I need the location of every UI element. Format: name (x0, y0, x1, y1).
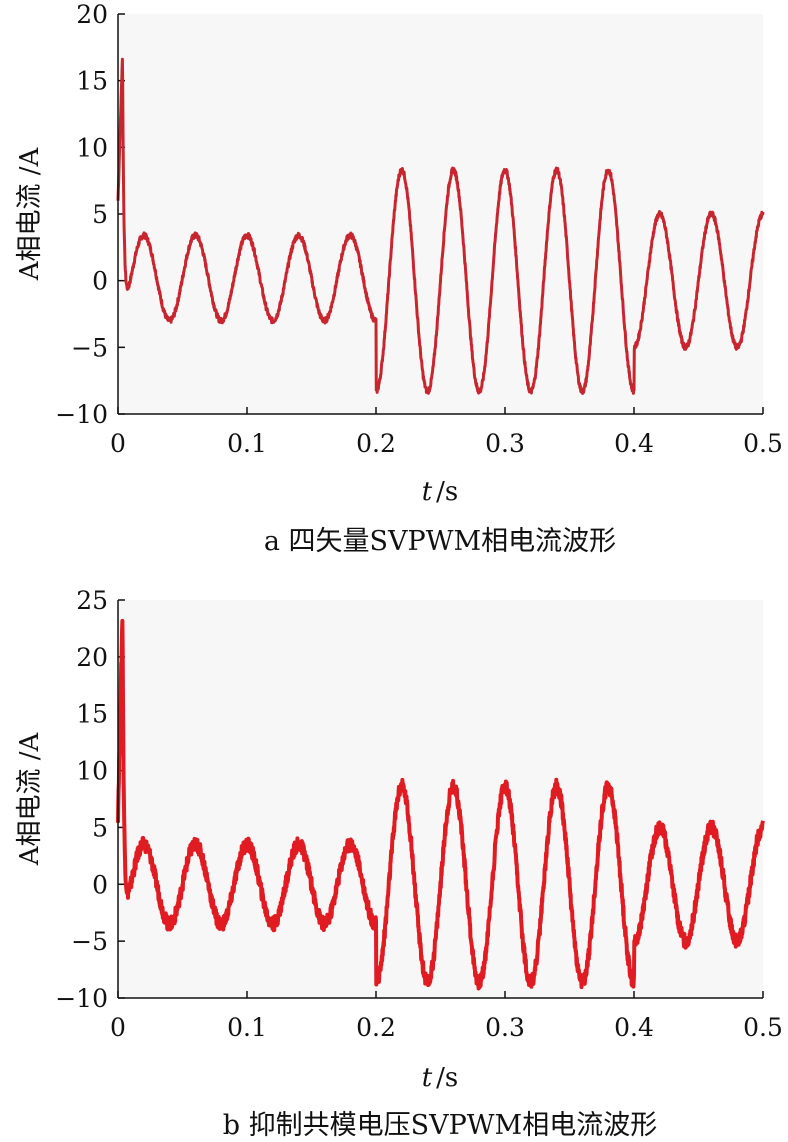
x-axis-label-a: t/s (422, 477, 459, 507)
x-tick-label-b: 0.4 (614, 1013, 654, 1042)
y-tick-label-b: −5 (71, 927, 108, 956)
y-tick-label-a: 5 (92, 200, 108, 229)
x-tick-label-a: 0.3 (485, 429, 525, 458)
x-axis-unit-a: /s (436, 477, 458, 507)
caption-b: b 抑制共模电压SVPWM相电流波形 (223, 1110, 657, 1141)
x-tick-label-b: 0.2 (356, 1013, 396, 1042)
x-tick-label-b: 0.3 (485, 1013, 525, 1042)
y-tick-label-b: 25 (76, 586, 108, 615)
y-tick-label-b: 20 (76, 643, 108, 672)
x-axis-var-b: t (422, 1063, 433, 1093)
y-tick-label-a: 15 (76, 67, 108, 96)
x-axis-var-a: t (422, 477, 433, 507)
x-tick-label-a: 0.1 (227, 429, 267, 458)
y-tick-label-b: 15 (76, 700, 108, 729)
x-tick-label-a: 0.2 (356, 429, 396, 458)
chart-b: −10 −5 0 5 10 15 20 25 0 0.1 0.2 0.3 0.4 0.5 A相电流 /A… (15, 586, 783, 1141)
plot-area-b (118, 600, 763, 998)
x-tick-label-a: 0 (110, 429, 126, 458)
caption-a: a 四矢量SVPWM相电流波形 (264, 526, 616, 557)
plot-area-a (118, 14, 763, 414)
y-tick-label-a: 0 (92, 267, 108, 296)
y-axis-label-b: A相电流 /A (15, 731, 45, 866)
y-tick-label-a: −10 (55, 400, 108, 429)
y-tick-label-b: 0 (92, 870, 108, 899)
series-line-a (116, 57, 765, 395)
x-axis-label-b: t/s (422, 1063, 459, 1093)
y-tick-label-a: 20 (76, 0, 108, 29)
x-tick-label-a: 0.4 (614, 429, 654, 458)
x-axis-unit-b: /s (436, 1063, 458, 1093)
y-tick-label-b: −10 (55, 984, 108, 1013)
y-axis-label-a: A相电流 /A (15, 146, 45, 281)
x-tick-label-b: 0 (110, 1013, 126, 1042)
x-tick-label-b: 0.5 (743, 1013, 783, 1042)
y-tick-label-b: 5 (92, 813, 108, 842)
series-line-b (116, 618, 765, 991)
x-tick-label-b: 0.1 (227, 1013, 267, 1042)
y-tick-label-b: 10 (76, 757, 108, 786)
y-tick-label-a: −5 (71, 333, 108, 362)
y-tick-label-a: 10 (76, 133, 108, 162)
chart-a: −10 −5 0 5 10 15 20 0 0.1 0.2 0.3 0.4 0.5 A相电流 /A t… (15, 0, 783, 557)
x-tick-label-a: 0.5 (743, 429, 783, 458)
